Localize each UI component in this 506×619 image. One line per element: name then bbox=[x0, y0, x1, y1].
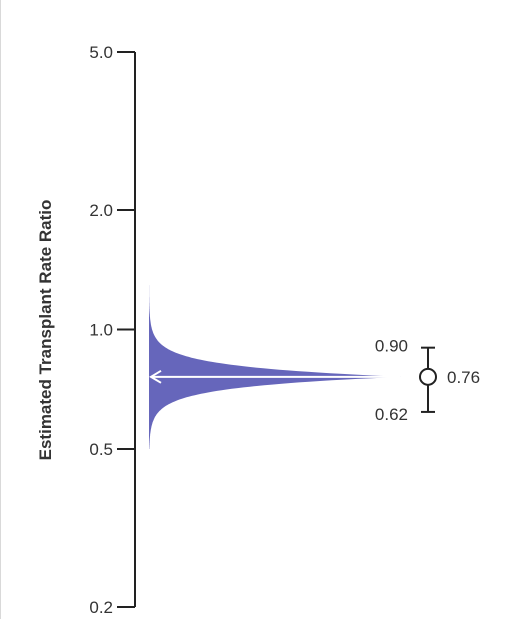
estimate-label: 0.76 bbox=[447, 368, 480, 387]
ci-lower-label: 0.62 bbox=[375, 405, 408, 424]
density-shape bbox=[149, 279, 401, 449]
point-estimate-marker bbox=[419, 367, 437, 386]
y-tick-label: 0.2 bbox=[89, 598, 113, 617]
estimate-arrow-head bbox=[149, 369, 162, 384]
y-axis-ticks: 0.2 0.5 1.0 2.0 5.0 bbox=[89, 43, 135, 617]
confidence-interval: 0.90 0.62 0.76 bbox=[375, 337, 480, 424]
posterior-density bbox=[149, 279, 401, 449]
y-tick-label: 5.0 bbox=[89, 43, 113, 62]
y-tick-label: 2.0 bbox=[89, 201, 113, 220]
ci-upper-label: 0.90 bbox=[375, 337, 408, 356]
y-axis-title: Estimated Transplant Rate Ratio bbox=[36, 200, 55, 461]
y-tick-label: 0.5 bbox=[89, 440, 113, 459]
left-border bbox=[0, 0, 1, 619]
y-tick-label: 1.0 bbox=[89, 321, 113, 340]
